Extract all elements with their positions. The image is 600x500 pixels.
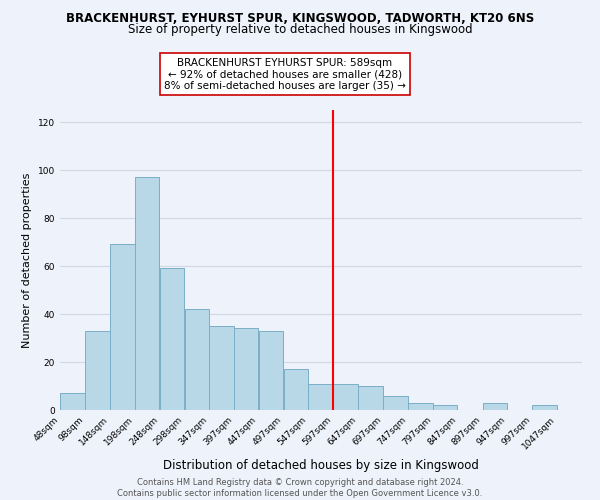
Bar [85, 331, 110, 410]
Text: Size of property relative to detached houses in Kingswood: Size of property relative to detached ho… [128, 22, 472, 36]
Bar [334, 384, 358, 410]
Bar [383, 396, 408, 410]
Bar [259, 331, 283, 410]
Bar [408, 403, 433, 410]
Bar [209, 326, 233, 410]
Bar [532, 405, 557, 410]
Bar [358, 386, 383, 410]
Bar [135, 177, 160, 410]
Bar [482, 403, 507, 410]
Y-axis label: Number of detached properties: Number of detached properties [22, 172, 32, 348]
Bar [185, 309, 209, 410]
Bar [60, 393, 85, 410]
Bar [234, 328, 259, 410]
Bar [110, 244, 134, 410]
Bar [284, 369, 308, 410]
Bar [308, 384, 333, 410]
Text: BRACKENHURST EYHURST SPUR: 589sqm
← 92% of detached houses are smaller (428)
8% : BRACKENHURST EYHURST SPUR: 589sqm ← 92% … [164, 58, 406, 90]
Text: Contains HM Land Registry data © Crown copyright and database right 2024.
Contai: Contains HM Land Registry data © Crown c… [118, 478, 482, 498]
Text: BRACKENHURST, EYHURST SPUR, KINGSWOOD, TADWORTH, KT20 6NS: BRACKENHURST, EYHURST SPUR, KINGSWOOD, T… [66, 12, 534, 26]
Bar [433, 405, 457, 410]
Bar [160, 268, 184, 410]
X-axis label: Distribution of detached houses by size in Kingswood: Distribution of detached houses by size … [163, 460, 479, 472]
